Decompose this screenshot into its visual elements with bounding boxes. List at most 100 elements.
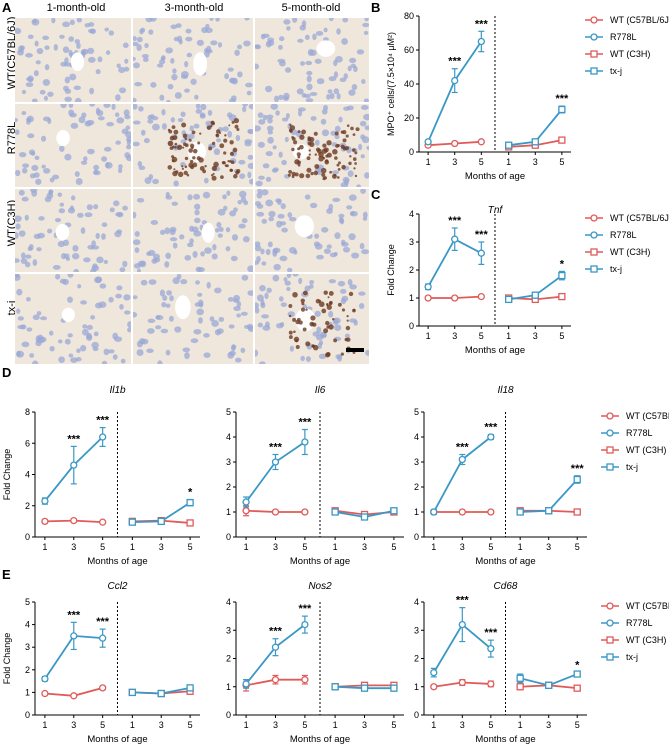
chart-title: Il6 xyxy=(315,385,326,396)
data-point xyxy=(242,507,250,515)
x-tick-label: 3 xyxy=(460,720,465,730)
data-point xyxy=(128,518,137,526)
x-tick-label: 1 xyxy=(431,720,436,730)
significance-label: * xyxy=(188,487,193,499)
y-tick-label: 80 xyxy=(404,11,414,21)
y-tick-label: 0 xyxy=(25,532,30,542)
x-tick-label: 3 xyxy=(533,157,538,167)
y-tick-label: 2 xyxy=(25,501,30,511)
data-point xyxy=(573,475,581,484)
x-tick-label: 1 xyxy=(333,720,338,730)
x-axis-label: Months of age xyxy=(87,556,147,567)
data-point xyxy=(128,688,137,697)
chart-e-ccl2: 0 1 2 3 4 5 1 3 5 1 3 5 Months of age Fold Change Ccl2… xyxy=(2,581,200,745)
x-tick-label: 3 xyxy=(273,542,278,552)
x-tick-label: 5 xyxy=(479,331,484,341)
data-point xyxy=(301,438,309,446)
data-point xyxy=(424,138,432,146)
data-point xyxy=(186,519,194,527)
y-tick-label: 5 xyxy=(414,407,419,417)
legend-marker xyxy=(606,619,614,627)
x-tick-label: 1 xyxy=(426,331,431,341)
panel-letter-d: D xyxy=(2,365,12,380)
legend-marker xyxy=(590,248,598,256)
y-tick-label: 0 xyxy=(414,532,419,542)
significance-label: * xyxy=(575,660,580,672)
x-tick-label: 5 xyxy=(575,542,580,552)
y-tick-label: 2 xyxy=(25,665,30,675)
data-point xyxy=(331,683,339,691)
y-tick-label: 2 xyxy=(409,265,414,275)
legend-marker xyxy=(590,50,598,58)
data-point xyxy=(41,497,49,505)
y-tick-label: 4 xyxy=(226,432,231,442)
significance-label: *** xyxy=(555,93,569,105)
significance-label: *** xyxy=(456,442,470,454)
data-point xyxy=(477,249,485,257)
histology-tile xyxy=(133,18,253,102)
x-tick-label: 1 xyxy=(130,720,135,730)
data-point xyxy=(516,674,524,682)
data-point xyxy=(99,634,107,642)
significance-label: * xyxy=(560,258,565,270)
x-tick-label: 5 xyxy=(100,720,105,730)
y-tick-label: 0 xyxy=(226,532,231,542)
x-tick-label: 1 xyxy=(518,720,523,730)
data-point xyxy=(157,689,165,698)
chart-title: Il1b xyxy=(109,385,126,396)
x-tick-label: 3 xyxy=(546,720,551,730)
y-tick-label: 4 xyxy=(25,620,30,630)
panel-letter-c: C xyxy=(371,187,381,202)
x-tick-label: 5 xyxy=(100,542,105,552)
legend-marker xyxy=(590,231,598,239)
y-tick-label: 0 xyxy=(414,710,419,720)
data-point xyxy=(558,136,566,144)
data-point xyxy=(451,139,459,148)
data-point xyxy=(41,689,49,698)
data-point xyxy=(186,684,194,692)
data-point xyxy=(573,684,581,692)
y-tick-label: 1 xyxy=(226,507,231,517)
x-tick-label: 1 xyxy=(42,542,47,552)
data-point xyxy=(271,676,280,684)
histology-tile xyxy=(255,189,369,272)
y-tick-label: 3 xyxy=(25,642,30,652)
data-point xyxy=(545,681,553,689)
y-tick-label: 5 xyxy=(25,597,30,607)
legend-label: R778L xyxy=(626,618,653,628)
y-tick-label: 1 xyxy=(414,682,419,692)
histology-tile xyxy=(15,104,131,187)
legend-label: R778L xyxy=(626,428,653,438)
y-tick-label: 1 xyxy=(414,507,419,517)
data-point xyxy=(99,518,107,526)
x-tick-label: 3 xyxy=(273,720,278,730)
y-axis-label: Fold Change xyxy=(386,244,396,296)
x-tick-label: 1 xyxy=(506,331,511,341)
significance-label: *** xyxy=(448,215,462,227)
y-tick-label: 8 xyxy=(25,407,30,417)
x-tick-label: 5 xyxy=(302,720,307,730)
legend-label: WT (C3H) xyxy=(610,49,650,59)
data-point xyxy=(301,508,309,516)
legend-label: tx-j xyxy=(626,462,638,472)
y-tick-label: 2 xyxy=(226,654,231,664)
x-tick-label: 1 xyxy=(244,720,249,730)
y-tick-label: 3 xyxy=(414,625,419,635)
chart-e-nos2: 0 1 2 3 4 1 3 5 1 3 5 Months of age Nos2 *** *** xyxy=(226,581,404,745)
y-tick-label: 3 xyxy=(226,457,231,467)
significance-label: *** xyxy=(571,463,585,475)
data-point xyxy=(430,683,438,691)
legend-marker xyxy=(590,67,598,75)
data-point xyxy=(430,668,438,677)
panel-letter-e: E xyxy=(2,567,11,582)
data-point xyxy=(70,461,78,469)
significance-label: *** xyxy=(96,415,110,427)
x-tick-label: 5 xyxy=(559,331,564,341)
legend-label: WT (C57BL/6J) xyxy=(610,15,669,25)
column-header-3m: 3-month-old xyxy=(164,2,224,14)
data-point xyxy=(331,508,339,516)
chart-title: Il18 xyxy=(497,385,514,396)
x-axis-label: Months of age xyxy=(290,556,350,567)
data-point xyxy=(424,283,432,291)
chart-d-il1b: 0 2 4 6 8 1 3 5 1 3 5 Months of age Fold Change Il1b *… xyxy=(2,385,200,567)
